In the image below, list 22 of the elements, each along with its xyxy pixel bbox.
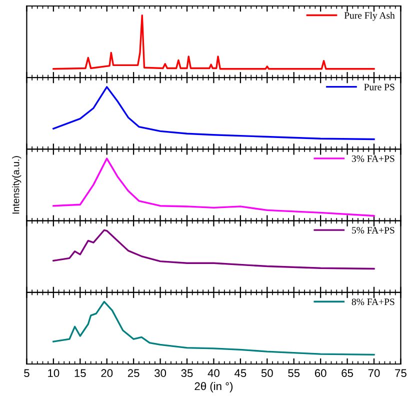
legend-label: Pure Fly Ash — [344, 12, 395, 21]
y-axis-title: Intensity(a.u.) — [12, 156, 22, 214]
legend-label: 5% FA+PS — [352, 226, 394, 234]
x-tick-label: 30 — [154, 369, 166, 378]
x-tick-label: 10 — [48, 369, 60, 378]
x-tick-label: 55 — [288, 369, 300, 378]
x-tick-label: 5 — [24, 369, 30, 378]
x-axis-title: 2θ (in °) — [194, 382, 233, 392]
legend-label: 8% FA+PS — [352, 298, 394, 306]
legend-label: 3% FA+PS — [352, 155, 394, 162]
x-tick-label: 45 — [234, 369, 246, 378]
x-tick-label: 25 — [128, 369, 140, 378]
x-tick-label: 60 — [314, 369, 326, 378]
x-tick-label: 70 — [368, 369, 380, 378]
x-tick-label: 35 — [181, 369, 193, 378]
x-tick-label: 75 — [395, 369, 406, 378]
x-tick-label: 15 — [74, 369, 86, 378]
legend-label: Pure PS — [364, 84, 394, 90]
x-tick-label: 40 — [208, 369, 220, 378]
x-tick-label: 65 — [342, 369, 354, 378]
x-tick-label: 20 — [101, 369, 113, 378]
x-tick-label: 50 — [261, 369, 273, 378]
